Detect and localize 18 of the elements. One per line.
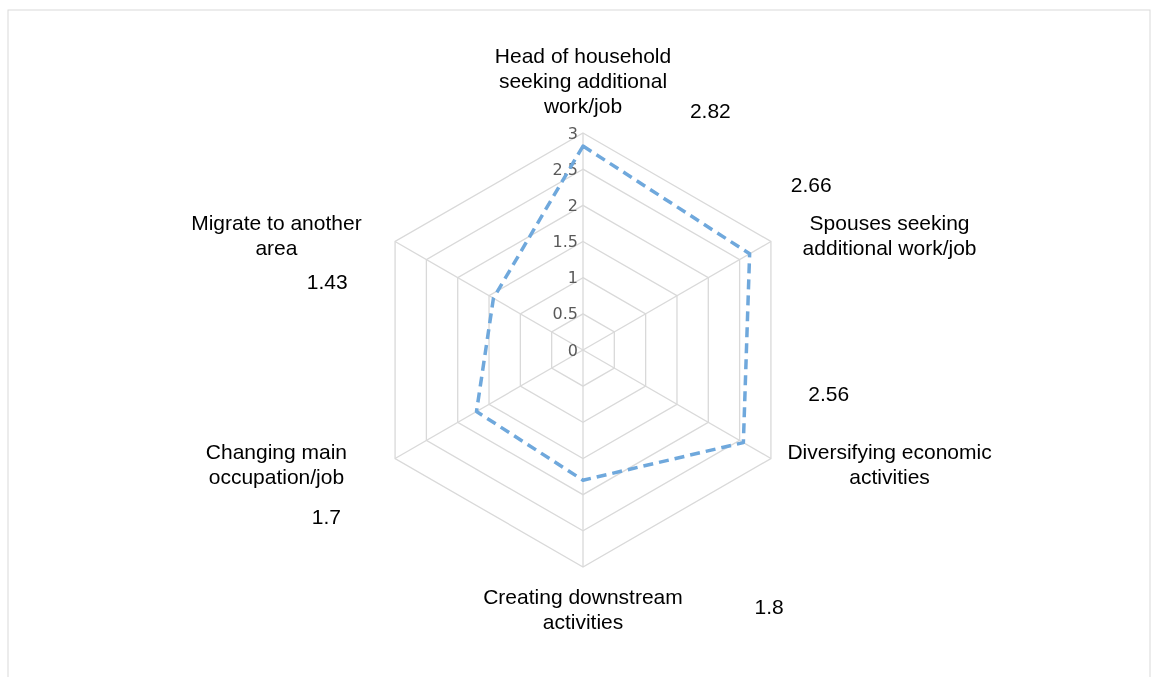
spoke-label: Changing main occupation/job xyxy=(205,440,348,489)
text: 1.43 xyxy=(306,269,348,293)
text: 1.7 xyxy=(311,504,341,528)
spoke-label: Diversifying economic activities xyxy=(787,440,992,489)
y-tick-label: 2 xyxy=(567,195,578,215)
spoke-label: Migrate to another area xyxy=(191,211,362,260)
y-tick-label: 1 xyxy=(567,268,578,288)
spoke-label: Head of household seeking additional work/job xyxy=(494,43,672,117)
spoke-label: Creating downstream activities xyxy=(483,585,683,634)
y-tick-label: 0.5 xyxy=(552,304,578,324)
y-tick-label: 0 xyxy=(567,340,578,360)
text: 1.8 xyxy=(754,594,784,618)
spoke-label: Spouses seeking additional work/job xyxy=(802,211,977,260)
text: 2.56 xyxy=(808,381,850,405)
y-tick-label: 1.5 xyxy=(552,232,578,252)
y-tick-label: 3 xyxy=(567,123,578,143)
text: 2.66 xyxy=(790,172,832,196)
text: 2.82 xyxy=(689,98,731,122)
